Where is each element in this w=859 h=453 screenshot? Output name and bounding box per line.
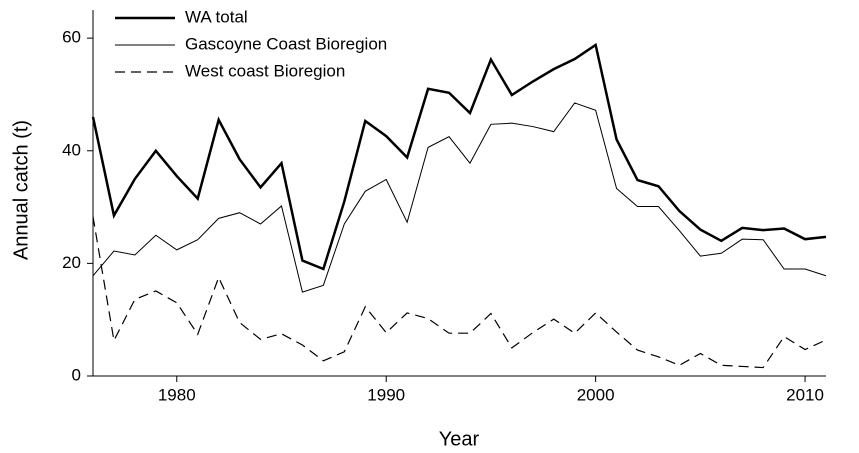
x-tick-label: 1990 (367, 385, 405, 404)
y-tick-label: 60 (62, 28, 81, 47)
y-tick-label: 40 (62, 140, 81, 159)
series-line (91, 42, 827, 271)
x-tick-label: 2010 (786, 385, 824, 404)
x-axis-label: Year (439, 428, 480, 450)
y-tick-label: 20 (62, 253, 81, 272)
series-line (92, 216, 827, 369)
series-line (92, 102, 827, 293)
legend-label: Gascoyne Coast Bioregion (185, 34, 387, 53)
legend-label: West coast Bioregion (185, 61, 345, 80)
legend-label: WA total (185, 7, 248, 26)
y-axis-label: Annual catch (t) (10, 120, 32, 260)
x-tick-label: 2000 (577, 385, 615, 404)
x-tick-label: 1980 (158, 385, 196, 404)
y-tick-label: 0 (72, 365, 81, 384)
